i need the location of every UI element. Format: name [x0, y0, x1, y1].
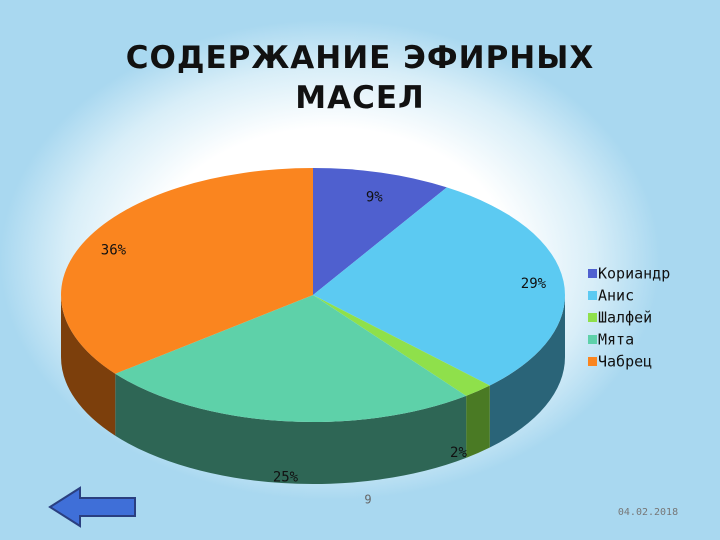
data-label: 9% [366, 189, 383, 205]
legend-marker [588, 335, 597, 344]
page-number: 9 [364, 493, 371, 507]
data-label: 2% [450, 445, 467, 461]
pie-slice [115, 295, 467, 422]
data-label: 36% [101, 243, 127, 259]
data-label: 25% [273, 469, 299, 485]
chart-title: СОДЕРЖАНИЕ ЭФИРНЫХ МАСЕЛ [125, 40, 595, 116]
legend-marker [588, 313, 597, 322]
pie-side [61, 295, 116, 436]
back-button[interactable] [48, 486, 136, 528]
legend-label: Анис [598, 287, 634, 305]
legend-label: Чабрец [598, 353, 652, 371]
pie-slice [61, 168, 313, 374]
legend-label: Кориандр [598, 265, 670, 283]
pie-slice [313, 187, 566, 386]
data-label: 29% [521, 276, 547, 292]
pie-side [489, 295, 565, 448]
back-arrow[interactable] [48, 486, 136, 528]
legend-marker [588, 291, 597, 300]
legend-marker [588, 357, 597, 366]
pie-slice [313, 168, 447, 295]
pie-slice [313, 295, 490, 396]
pie-side [466, 385, 490, 458]
legend-label: Мята [598, 331, 634, 349]
legend-label: Шалфей [598, 309, 652, 327]
legend-marker [588, 269, 597, 278]
pie-side [115, 373, 467, 485]
date: 04.02.2018 [618, 507, 678, 518]
